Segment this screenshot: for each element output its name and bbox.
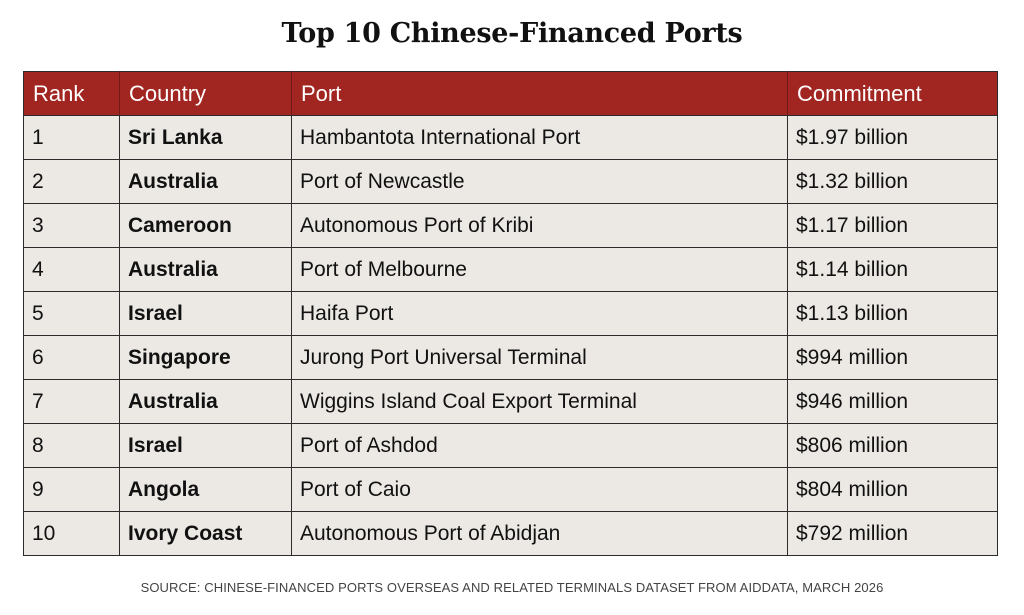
rank-cell: 5 [23, 291, 120, 336]
rank-cell: 4 [23, 247, 120, 292]
commitment-cell: $804 million [787, 467, 998, 512]
country-cell: Singapore [119, 335, 292, 380]
table-row: 10 Ivory Coast Autonomous Port of Abidja… [23, 511, 998, 556]
port-cell: Port of Caio [291, 467, 788, 512]
table-row: 6 Singapore Jurong Port Universal Termin… [23, 335, 998, 380]
column-header-commitment: Commitment [787, 71, 998, 116]
rank-cell: 7 [23, 379, 120, 424]
rank-cell: 9 [23, 467, 120, 512]
source-note: SOURCE: CHINESE-FINANCED PORTS OVERSEAS … [140, 580, 884, 595]
commitment-cell: $806 million [787, 423, 998, 468]
table-row: 2 Australia Port of Newcastle $1.32 bill… [23, 159, 998, 204]
rank-cell: 8 [23, 423, 120, 468]
port-cell: Hambantota International Port [291, 115, 788, 160]
ports-table: Rank Country Port Commitment 1 Sri Lanka… [23, 71, 998, 556]
table-row: 4 Australia Port of Melbourne $1.14 bill… [23, 247, 998, 292]
commitment-cell: $946 million [787, 379, 998, 424]
table-header-row: Rank Country Port Commitment [23, 71, 998, 116]
port-cell: Port of Newcastle [291, 159, 788, 204]
column-header-port: Port [291, 71, 788, 116]
country-cell: Australia [119, 159, 292, 204]
port-cell: Jurong Port Universal Terminal [291, 335, 788, 380]
port-cell: Autonomous Port of Kribi [291, 203, 788, 248]
commitment-cell: $994 million [787, 335, 998, 380]
country-cell: Sri Lanka [119, 115, 292, 160]
port-cell: Haifa Port [291, 291, 788, 336]
commitment-cell: $1.14 billion [787, 247, 998, 292]
table-row: 5 Israel Haifa Port $1.13 billion [23, 291, 998, 336]
port-cell: Port of Ashdod [291, 423, 788, 468]
commitment-cell: $1.13 billion [787, 291, 998, 336]
commitment-cell: $1.17 billion [787, 203, 998, 248]
country-cell: Israel [119, 291, 292, 336]
country-cell: Cameroon [119, 203, 292, 248]
table-row: 7 Australia Wiggins Island Coal Export T… [23, 379, 998, 424]
rank-cell: 10 [23, 511, 120, 556]
rank-cell: 3 [23, 203, 120, 248]
column-header-rank: Rank [23, 71, 120, 116]
country-cell: Australia [119, 247, 292, 292]
commitment-cell: $1.97 billion [787, 115, 998, 160]
page-title: Top 10 Chinese-Financed Ports [281, 18, 743, 49]
port-cell: Autonomous Port of Abidjan [291, 511, 788, 556]
country-cell: Israel [119, 423, 292, 468]
country-cell: Angola [119, 467, 292, 512]
commitment-cell: $792 million [787, 511, 998, 556]
country-cell: Australia [119, 379, 292, 424]
port-cell: Port of Melbourne [291, 247, 788, 292]
table-row: 1 Sri Lanka Hambantota International Por… [23, 115, 998, 160]
country-cell: Ivory Coast [119, 511, 292, 556]
table-row: 8 Israel Port of Ashdod $806 million [23, 423, 998, 468]
table-row: 9 Angola Port of Caio $804 million [23, 467, 998, 512]
rank-cell: 6 [23, 335, 120, 380]
commitment-cell: $1.32 billion [787, 159, 998, 204]
port-cell: Wiggins Island Coal Export Terminal [291, 379, 788, 424]
rank-cell: 2 [23, 159, 120, 204]
table-row: 3 Cameroon Autonomous Port of Kribi $1.1… [23, 203, 998, 248]
column-header-country: Country [119, 71, 292, 116]
rank-cell: 1 [23, 115, 120, 160]
